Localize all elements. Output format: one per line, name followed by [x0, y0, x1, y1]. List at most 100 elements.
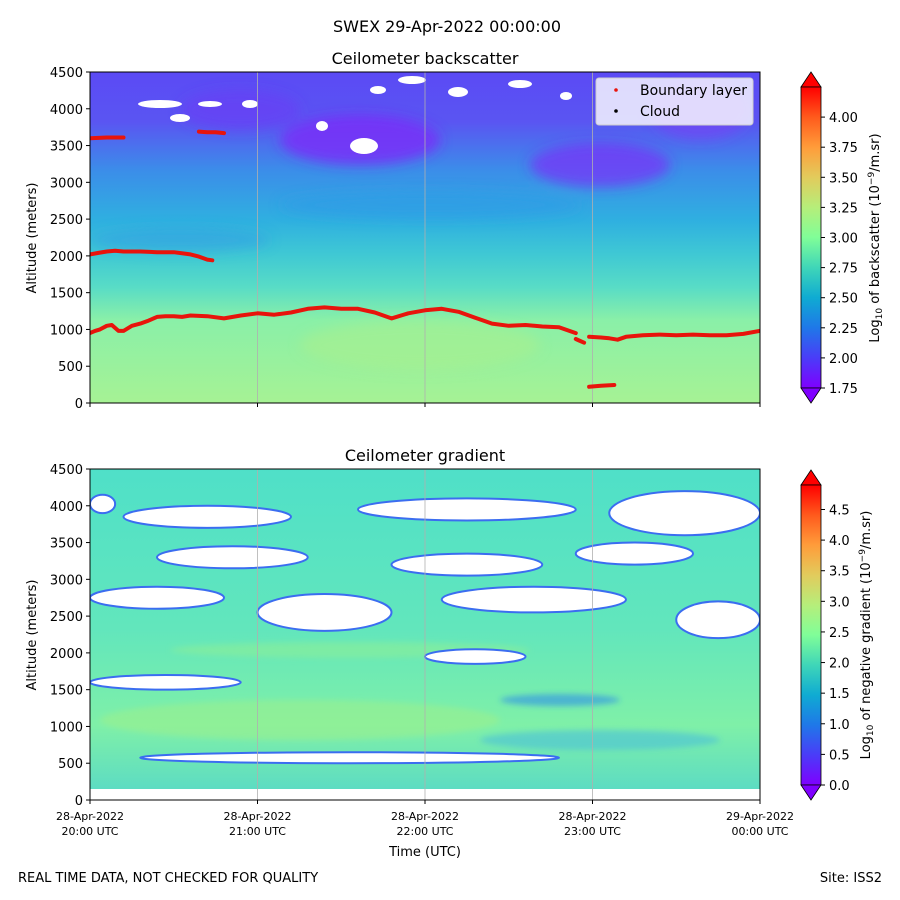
colorbar-tick-label: 3.75 — [829, 141, 858, 156]
boundary-layer-line — [587, 328, 760, 342]
gradient-gap — [424, 648, 527, 665]
boundary-layer-line — [90, 135, 126, 141]
boundary-layer-series — [90, 129, 760, 389]
gradient-gap — [574, 541, 694, 566]
backscatter-colorbar-bottom-extend — [800, 387, 822, 404]
gradient-colorbar-bar — [800, 484, 822, 786]
backscatter-panel: Ceilometer backscatter — [25, 49, 885, 412]
footer-disclaimer: REAL TIME DATA, NOT CHECKED FOR QUALITY — [18, 871, 318, 886]
gradient-colorbar-top-extend — [800, 469, 822, 486]
gradient-gap — [256, 593, 393, 632]
gradient-gap — [139, 751, 560, 765]
colorbar-tick-label: 0.0 — [829, 779, 850, 794]
gradient-panel: Ceilometer gradient 0 500 1000 1500 2000 2500… — [25, 446, 876, 860]
boundary-layer-line — [587, 383, 617, 389]
x-tick-label-time: 20:00 UTC — [61, 825, 118, 838]
gradient-gridlines — [257, 469, 593, 800]
y-tick-label: 2000 — [50, 250, 83, 265]
x-tick-label-date: 28-Apr-2022 — [56, 810, 124, 823]
gradient-gap — [440, 585, 627, 614]
gradient-colorbar-ticks: 0.0 0.5 1.0 1.5 2.0 2.5 3.0 3.5 4.0 4.5 — [821, 503, 850, 794]
figure-title: SWEX 29-Apr-2022 00:00:00 — [333, 17, 561, 36]
colorbar-tick-label: 3.00 — [829, 232, 858, 247]
x-tick-label-time: 00:00 UTC — [731, 825, 788, 838]
gradient-title: Ceilometer gradient — [345, 446, 505, 465]
gradient-gap — [390, 552, 544, 577]
colorbar-tick-label: 2.75 — [829, 262, 858, 277]
gradient-colorbar-label: Log10 of negative gradient (10−9/m.sr) — [858, 511, 876, 760]
y-tick-label: 4500 — [50, 66, 83, 81]
x-tick-label-date: 29-Apr-2022 — [726, 810, 794, 823]
y-tick-label: 500 — [58, 360, 83, 375]
gradient-gap — [675, 600, 760, 640]
y-tick-label: 0 — [75, 397, 83, 412]
backscatter-colorbar-bar — [800, 86, 822, 389]
y-tick-label: 3500 — [50, 537, 83, 552]
gradient-gap — [608, 490, 760, 537]
x-tick-label-date: 28-Apr-2022 — [558, 810, 626, 823]
y-tick-label: 2500 — [50, 213, 83, 228]
legend-cloud-label: Cloud — [640, 104, 680, 120]
gradient-gap — [90, 673, 242, 691]
colorbar-tick-label: 2.25 — [829, 322, 858, 337]
gradient-gap — [90, 585, 225, 610]
colorbar-tick-label: 4.00 — [829, 111, 858, 126]
colorbar-tick-label: 4.5 — [829, 503, 850, 518]
backscatter-gridlines — [257, 72, 593, 403]
colorbar-tick-label: 1.0 — [829, 718, 850, 733]
backscatter-white-gaps — [138, 76, 572, 154]
backscatter-colorbar-label: Log10 of backscatter (10−9/m.sr) — [867, 133, 885, 342]
backscatter-colorbar-ticks: 1.75 2.00 2.25 2.50 2.75 3.00 3.25 3.50 3.75 4.00 — [821, 111, 858, 397]
backscatter-y-axis: 0 500 1000 1500 2000 2500 3000 3500 4000 4500 — [50, 66, 90, 412]
colorbar-tick-label: 2.0 — [829, 657, 850, 672]
backscatter-ylabel: Altitude (meters) — [25, 183, 40, 294]
colorbar-tick-label: 2.00 — [829, 352, 858, 367]
colorbar-tick-label: 3.0 — [829, 595, 850, 610]
colorbar-tick-label: 3.50 — [829, 171, 858, 186]
gradient-white-gaps — [90, 490, 760, 765]
colorbar-tick-label: 3.5 — [829, 565, 850, 580]
gradient-gap — [357, 497, 577, 522]
gradient-y-axis: 0 500 1000 1500 2000 2500 3000 3500 4000 4500 — [50, 463, 90, 809]
y-tick-label: 4000 — [50, 103, 83, 118]
legend-boundary-layer-marker — [614, 88, 618, 92]
backscatter-x-axis — [89, 403, 761, 407]
x-tick-label-time: 22:00 UTC — [396, 825, 453, 838]
x-tick-label-time: 21:00 UTC — [229, 825, 286, 838]
y-tick-label: 1500 — [50, 287, 83, 302]
colorbar-tick-label: 2.5 — [829, 626, 850, 641]
backscatter-colorbar-top-extend — [800, 71, 822, 88]
boundary-layer-line — [90, 305, 578, 336]
gradient-colorbar: 0.0 0.5 1.0 1.5 2.0 2.5 3.0 3.5 4.0 4.5 Log10 of … — [800, 469, 876, 801]
colorbar-tick-label: 4.0 — [829, 534, 850, 549]
gradient-x-axis: 28-Apr-2022 20:00 UTC 28-Apr-2022 21:00 UTC… — [56, 800, 794, 838]
y-tick-label: 1000 — [50, 720, 83, 735]
y-tick-label: 1500 — [50, 684, 83, 699]
colorbar-tick-label: 3.25 — [829, 201, 858, 216]
colorbar-tick-label: 1.75 — [829, 382, 858, 397]
x-tick-label-date: 28-Apr-2022 — [223, 810, 291, 823]
legend-boundary-layer-label: Boundary layer — [640, 83, 747, 99]
y-tick-label: 0 — [75, 794, 83, 809]
boundary-layer-line — [90, 248, 215, 263]
legend: Boundary layer Cloud — [595, 77, 754, 126]
y-tick-label: 2500 — [50, 610, 83, 625]
footer-site: Site: ISS2 — [820, 871, 882, 886]
colorbar-tick-label: 0.5 — [829, 748, 850, 763]
gradient-gap — [122, 504, 292, 529]
x-tick-label-time: 23:00 UTC — [564, 825, 621, 838]
backscatter-texture — [90, 80, 750, 370]
y-tick-label: 3000 — [50, 573, 83, 588]
gradient-colorbar-bottom-extend — [800, 784, 822, 801]
boundary-layer-line — [196, 129, 226, 136]
colorbar-tick-label: 1.5 — [829, 687, 850, 702]
backscatter-title: Ceilometer backscatter — [332, 49, 519, 68]
y-tick-label: 2000 — [50, 647, 83, 662]
gradient-ylabel: Altitude (meters) — [25, 580, 40, 691]
gradient-gap — [156, 545, 309, 570]
y-tick-label: 4500 — [50, 463, 83, 478]
legend-cloud-marker — [614, 109, 618, 113]
x-axis-label: Time (UTC) — [388, 845, 461, 860]
colorbar-tick-label: 2.50 — [829, 292, 858, 307]
